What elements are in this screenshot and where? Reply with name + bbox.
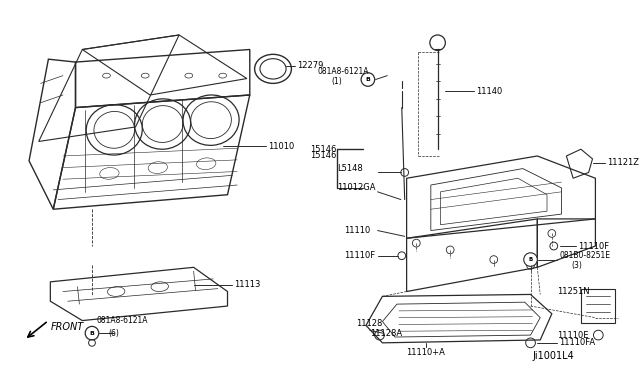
Text: 11128: 11128	[356, 319, 383, 328]
Text: (6): (6)	[108, 328, 119, 338]
Circle shape	[361, 73, 374, 86]
Text: 15146: 15146	[310, 151, 336, 160]
Text: 11113: 11113	[234, 280, 260, 289]
Text: 11140: 11140	[476, 87, 502, 96]
Circle shape	[85, 326, 99, 340]
Text: 15146: 15146	[310, 145, 336, 154]
Circle shape	[524, 253, 538, 266]
Text: (3): (3)	[572, 261, 582, 270]
Text: 081A8-6121A: 081A8-6121A	[97, 316, 148, 325]
Text: (1): (1)	[331, 77, 342, 86]
Text: Ji1001L4: Ji1001L4	[532, 352, 574, 361]
Text: 081B0-8251E: 081B0-8251E	[559, 251, 611, 260]
Text: 11110F: 11110F	[578, 241, 609, 250]
Text: 11110F: 11110F	[344, 251, 375, 260]
Text: FRONT: FRONT	[51, 323, 84, 332]
Text: 11110+A: 11110+A	[406, 348, 445, 357]
Text: 11110E: 11110E	[557, 331, 588, 340]
Text: 11110FA: 11110FA	[559, 339, 595, 347]
Text: 11010: 11010	[268, 142, 294, 151]
Text: 12279: 12279	[297, 61, 324, 70]
Text: B: B	[365, 77, 371, 82]
Text: 11251N: 11251N	[557, 287, 589, 296]
Text: 11121Z: 11121Z	[607, 158, 639, 167]
Text: 11110: 11110	[344, 226, 370, 235]
Text: B: B	[529, 257, 532, 262]
Text: 11128A: 11128A	[370, 328, 402, 338]
Text: L5148: L5148	[337, 164, 363, 173]
Text: 11012GA: 11012GA	[337, 183, 376, 192]
Text: B: B	[90, 331, 95, 336]
Text: 081A8-6121A: 081A8-6121A	[317, 67, 369, 76]
